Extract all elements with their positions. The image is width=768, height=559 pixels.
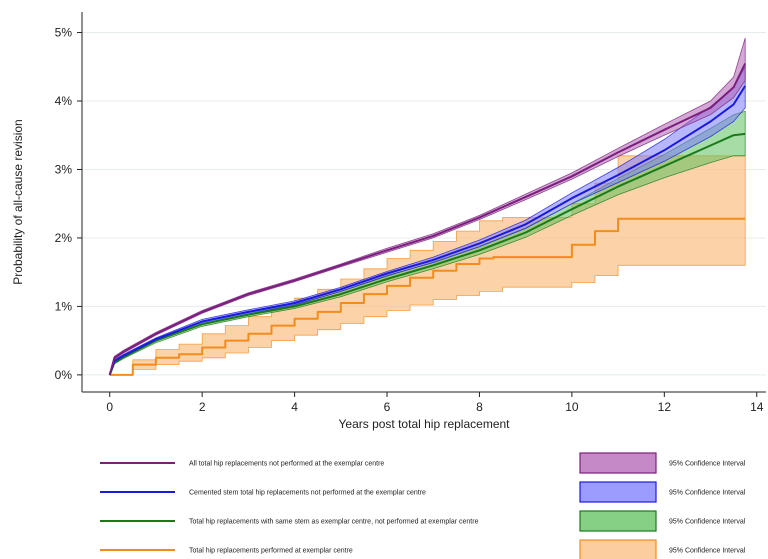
legend-ci-swatch-1 [579, 481, 657, 503]
x-tick-label-7: 14 [750, 400, 764, 414]
series-line-1 [108, 85, 747, 376]
x-tick-label-5: 10 [565, 400, 579, 414]
y-ticks: 0% 1% 2% 3% 4% 5% [55, 26, 82, 382]
y-tick-label-2: 2% [55, 231, 73, 245]
legend-ci-swatch-0 [579, 452, 657, 474]
legend-label-3: Total hip replacements performed at exem… [189, 548, 353, 555]
x-tick-label-6: 12 [658, 400, 672, 414]
legend-ci-swatch-2 [579, 510, 657, 532]
y-tick-label-5: 5% [55, 26, 73, 40]
series-line-2 [108, 132, 746, 376]
y-tick-label-4: 4% [55, 94, 73, 108]
legend-label-2: Total hip replacements with same stem as… [189, 519, 479, 526]
axes [81, 12, 766, 393]
confidence-bands [109, 37, 746, 376]
x-tick-label-3: 6 [384, 400, 391, 414]
x-axis-title: Years post total hip replacement [339, 417, 511, 431]
legend-ci-label-0: 95% Confidence Interval [669, 461, 746, 468]
x-tick-label-2: 4 [291, 400, 298, 414]
legend-ci-swatch-3 [579, 539, 657, 559]
legend-label-0: All total hip replacements not performed… [189, 461, 384, 468]
x-tick-label-0: 0 [106, 400, 113, 414]
ci-band-series-0 [109, 37, 746, 376]
y-tick-label-1: 1% [55, 299, 73, 313]
legend-label-1: Cemented stem total hip replacements not… [189, 490, 426, 497]
x-ticks: 0 2 4 6 8 10 12 14 [106, 392, 764, 414]
y-tick-label-0: 0% [55, 368, 73, 382]
x-tick-label-1: 2 [199, 400, 206, 414]
legend-ci-label-1: 95% Confidence Interval [669, 490, 746, 497]
legend: All total hip replacements not performed… [100, 452, 746, 559]
legend-ci-label-2: 95% Confidence Interval [669, 519, 746, 526]
x-tick-label-4: 8 [476, 400, 483, 414]
series-lines [108, 62, 747, 376]
series-line-3 [109, 217, 746, 376]
series-line-0 [108, 62, 747, 376]
y-tick-label-3: 3% [55, 162, 73, 176]
y-axis-title: Probability of all-cause revision [11, 119, 25, 284]
legend-ci-label-3: 95% Confidence Interval [669, 548, 746, 555]
